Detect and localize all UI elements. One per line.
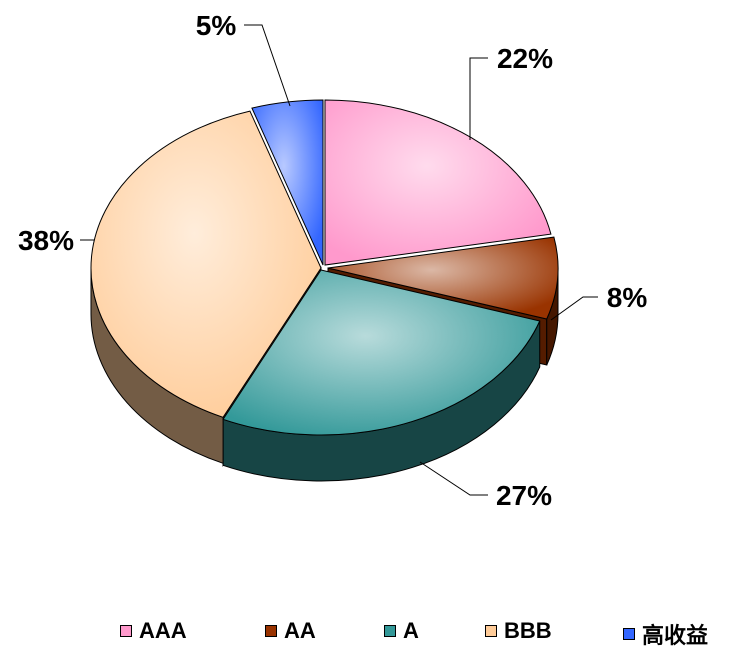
slice-2 — [222, 269, 541, 436]
pie-chart: 22% 8% 27% 38% 5% — [18, 10, 647, 511]
legend-swatch-a — [384, 625, 396, 637]
slice-4 — [251, 99, 324, 266]
legend-label-aa: AA — [284, 618, 316, 643]
pie-labels: 22% 8% 27% 38% 5% — [18, 10, 647, 511]
leader-line-4 — [244, 24, 291, 107]
legend-label-aaa: AAA — [139, 618, 187, 643]
leader-line-0 — [469, 57, 488, 140]
legend-swatch-bbb — [485, 625, 497, 637]
leader-line-1 — [550, 296, 598, 321]
legend-item-high-yield: 高收益 — [623, 618, 708, 650]
leader-line-2 — [419, 461, 488, 496]
legend-item-aa: AA — [265, 618, 316, 644]
pie-slices — [90, 99, 559, 436]
legend-item-bbb: BBB — [485, 618, 552, 644]
slice-1 — [327, 236, 559, 320]
data-label-0: 22% — [497, 43, 553, 74]
data-label-2: 27% — [496, 480, 552, 511]
slice-3 — [90, 110, 322, 418]
legend-label-a: A — [403, 618, 419, 643]
legend-item-a: A — [384, 618, 419, 644]
legend-swatch-aaa — [120, 625, 132, 637]
slice-0 — [324, 99, 552, 266]
legend-label-bbb: BBB — [504, 618, 552, 643]
legend-swatch-high-yield — [623, 628, 635, 640]
data-label-4: 5% — [196, 10, 237, 41]
data-label-1: 8% — [607, 282, 648, 313]
legend-label-high-yield: 高收益 — [642, 623, 709, 648]
legend-swatch-aa — [265, 625, 277, 637]
legend: AAA AA A BBB 高收益 — [0, 618, 730, 648]
data-label-3: 38% — [18, 225, 74, 256]
legend-item-aaa: AAA — [120, 618, 187, 644]
